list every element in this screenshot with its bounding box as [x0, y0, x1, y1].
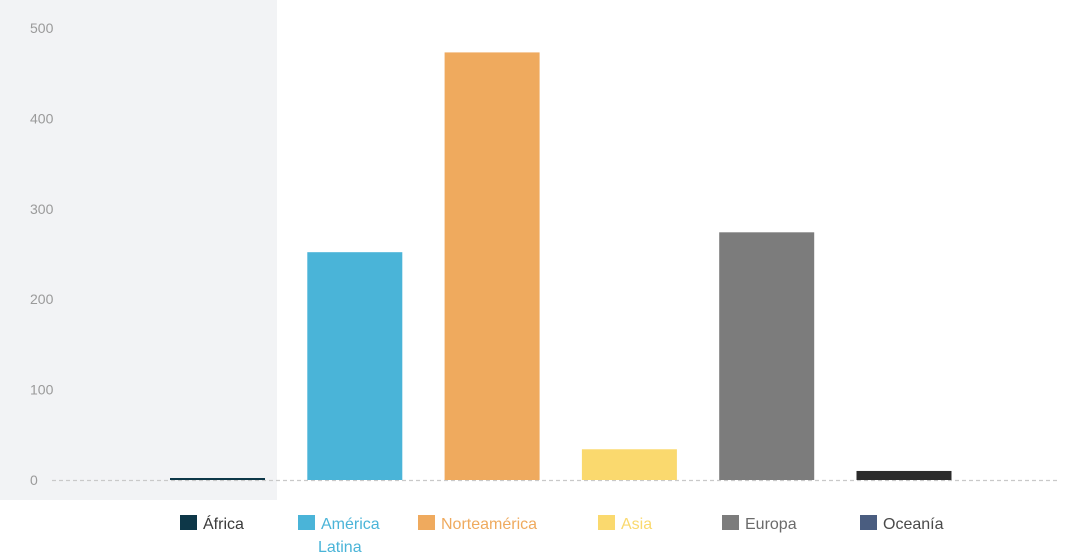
y-tick-label: 200	[30, 291, 54, 307]
legend-swatch	[298, 515, 315, 530]
y-tick-label: 300	[30, 201, 54, 217]
highlight-band	[0, 0, 277, 500]
legend-label-line2: Latina	[318, 539, 362, 556]
y-tick-label: 500	[30, 20, 54, 36]
legend-label: Europa	[745, 516, 797, 533]
legend-swatch	[860, 515, 877, 530]
bar-norteam-rica	[444, 52, 540, 481]
legend-label: Norteamérica	[441, 516, 537, 533]
y-tick-label: 100	[30, 382, 54, 398]
bar-ocean-a	[856, 470, 952, 480]
y-tick-label: 400	[30, 110, 54, 126]
legend-label: América	[321, 516, 380, 533]
legend-swatch	[722, 515, 739, 530]
bar-am-rica-latina	[307, 252, 403, 480]
legend-swatch	[598, 515, 615, 530]
bar--frica	[170, 478, 265, 480]
bar-asia	[581, 449, 677, 480]
legend-swatch	[180, 515, 197, 530]
legend-swatch	[418, 515, 435, 530]
bar-europa	[719, 232, 815, 480]
legend-label: Asia	[621, 516, 652, 533]
legend-label: África	[203, 514, 244, 533]
legend-label: Oceanía	[883, 516, 944, 533]
y-tick-label: 0	[30, 472, 38, 488]
